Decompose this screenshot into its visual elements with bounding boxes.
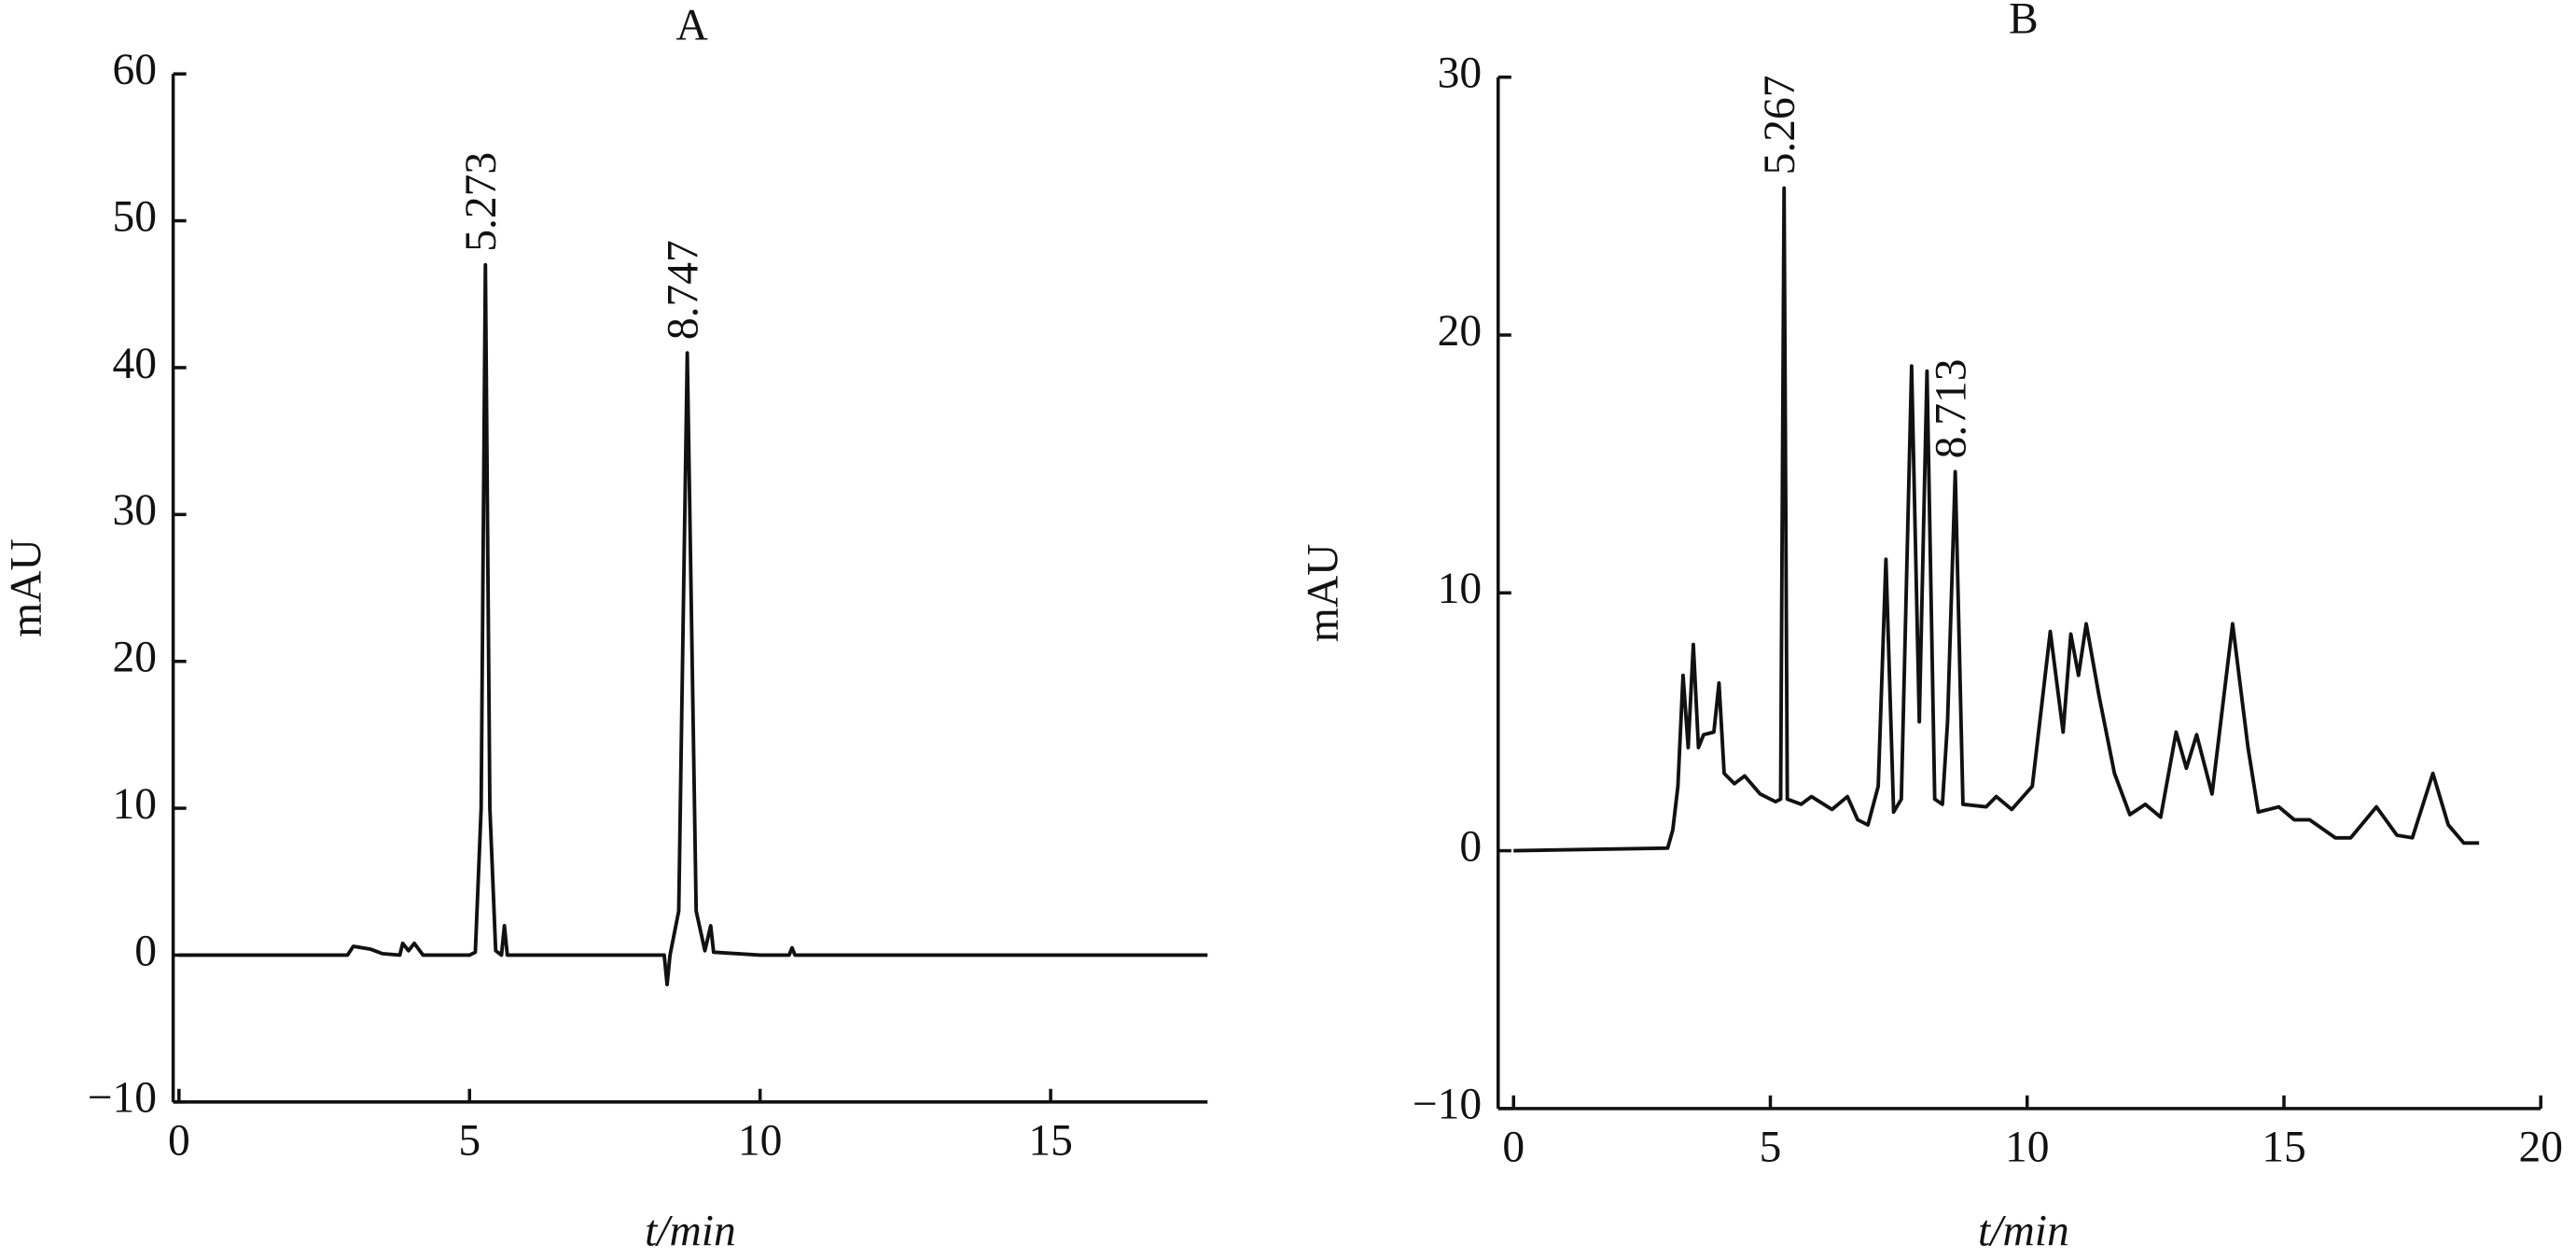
x-tick-label: 10 (2005, 1124, 2049, 1172)
peak-label: 8.713 (1928, 358, 1976, 458)
x-axis-label: t/min (1978, 1207, 2069, 1255)
chart-title: B (2009, 0, 2039, 44)
y-tick-label: 50 (113, 192, 158, 241)
x-axis-label: t/min (645, 1207, 736, 1255)
x-tick-label: 0 (168, 1116, 190, 1165)
peak-label: 5.267 (1756, 76, 1804, 175)
y-tick-label: 30 (1438, 49, 1483, 98)
peak-label: 8.747 (660, 240, 708, 340)
y-tick-label: 40 (113, 340, 158, 388)
x-tick-label: 5 (1760, 1124, 1782, 1172)
y-tick-label: 10 (113, 780, 158, 829)
y-tick-label: 10 (1438, 565, 1483, 613)
y-axis-label: mAU (1300, 544, 1348, 643)
y-tick-label: 0 (134, 927, 157, 975)
y-tick-label: −10 (1413, 1081, 1482, 1129)
x-tick-label: 20 (2518, 1124, 2563, 1172)
y-tick-label: 0 (1459, 822, 1482, 871)
y-tick-label: 30 (113, 486, 158, 535)
y-tick-label: 60 (113, 46, 158, 94)
x-tick-label: 5 (458, 1116, 480, 1165)
chromatogram-line (1513, 186, 2480, 853)
chart-title: A (676, 2, 708, 50)
x-tick-label: 10 (738, 1116, 783, 1165)
x-tick-label: 15 (1028, 1116, 1072, 1165)
x-tick-label: 15 (2262, 1124, 2306, 1172)
y-tick-label: 20 (113, 634, 158, 682)
y-tick-label: −10 (88, 1074, 157, 1123)
peak-label: 5.273 (457, 152, 506, 252)
y-tick-label: 20 (1438, 307, 1483, 356)
y-axis-label: mAU (2, 538, 50, 637)
chromatogram-line (178, 262, 1208, 986)
x-tick-label: 0 (1502, 1124, 1525, 1172)
